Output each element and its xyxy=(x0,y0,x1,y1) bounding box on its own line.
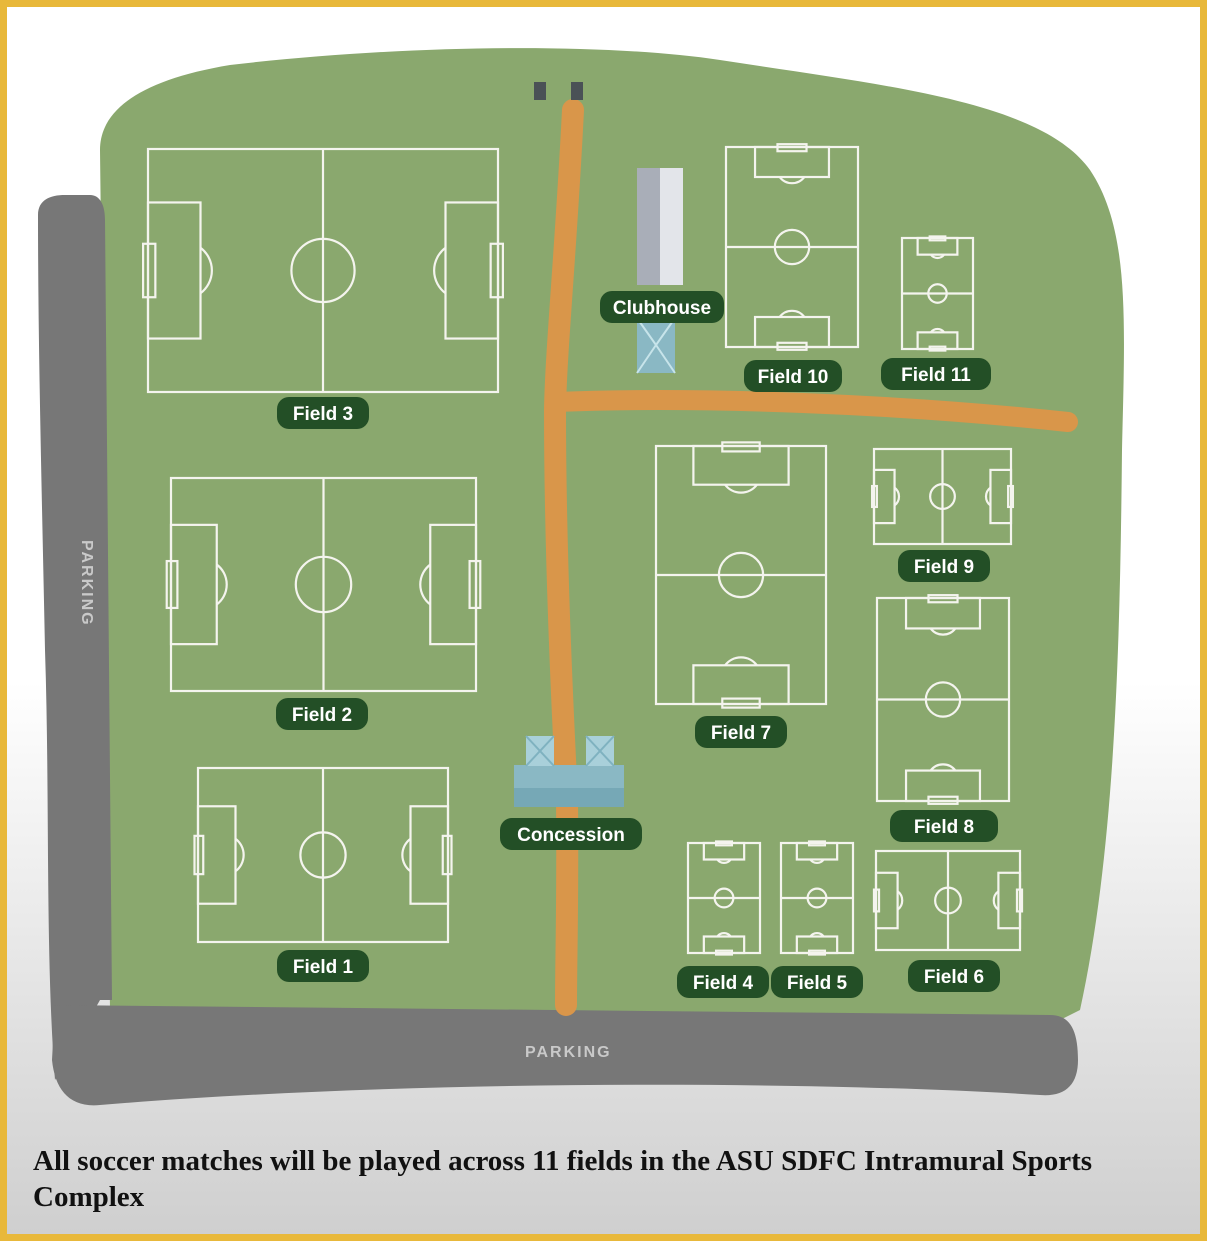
entrance-post-left xyxy=(534,82,546,100)
field-3-label-text: Field 3 xyxy=(293,404,353,425)
field-1-label-text: Field 1 xyxy=(293,957,354,978)
parking-left-label: PARKING xyxy=(78,540,95,627)
field-9-label: Field 9 xyxy=(898,550,990,582)
complex-map: PARKING PARKING Clubhouse Concessi xyxy=(38,48,1124,1106)
field-1[interactable]: Field 1 xyxy=(193,766,453,982)
cross-path xyxy=(545,390,1078,432)
field-10-label-text: Field 10 xyxy=(758,367,829,388)
field-6[interactable]: Field 6 xyxy=(872,849,1024,992)
field-7-pitch xyxy=(654,441,828,709)
field-2[interactable]: Field 2 xyxy=(165,476,482,730)
field-8[interactable]: Field 8 xyxy=(875,594,1011,842)
field-10-label: Field 10 xyxy=(744,360,842,392)
field-6-pitch xyxy=(872,849,1024,952)
field-4[interactable]: Field 4 xyxy=(677,840,769,998)
concession-label: Concession xyxy=(500,818,642,850)
map-caption: All soccer matches will be played across… xyxy=(33,1145,1093,1213)
field-10-pitch xyxy=(724,143,860,351)
field-3-pitch xyxy=(142,147,504,394)
field-8-label: Field 8 xyxy=(890,810,998,842)
field-9-pitch xyxy=(870,447,1015,546)
field-2-label-text: Field 2 xyxy=(292,705,352,726)
main-path xyxy=(543,99,584,1016)
field-5-label-text: Field 5 xyxy=(787,973,848,994)
grass-area xyxy=(100,48,1124,1021)
field-4-pitch xyxy=(686,840,762,956)
field-8-label-text: Field 8 xyxy=(914,817,974,838)
field-6-label-text: Field 6 xyxy=(924,967,984,988)
entrance-post-right xyxy=(571,82,583,100)
field-4-label-text: Field 4 xyxy=(693,973,754,994)
field-5-label: Field 5 xyxy=(771,966,863,998)
clubhouse-building xyxy=(636,168,683,374)
field-7-label: Field 7 xyxy=(695,716,787,748)
field-6-label: Field 6 xyxy=(908,960,1000,992)
field-11-label: Field 11 xyxy=(881,358,991,390)
field-2-label: Field 2 xyxy=(276,698,368,730)
field-3[interactable]: Field 3 xyxy=(142,147,504,429)
concession-building xyxy=(514,735,624,807)
field-7[interactable]: Field 7 xyxy=(654,441,828,748)
field-5-pitch xyxy=(779,840,855,956)
field-1-pitch xyxy=(193,766,453,944)
field-10[interactable]: Field 10 xyxy=(724,143,860,392)
clubhouse-label-text: Clubhouse xyxy=(613,298,711,319)
parking-left xyxy=(38,195,112,1080)
parking-bottom-label: PARKING xyxy=(525,1044,612,1061)
field-7-label-text: Field 7 xyxy=(711,723,771,744)
parking-bottom xyxy=(52,1005,1078,1106)
field-3-label: Field 3 xyxy=(277,397,369,429)
clubhouse-label: Clubhouse xyxy=(600,291,724,323)
field-8-pitch xyxy=(875,594,1011,805)
fields-layer: Field 1 Field 2 Field 3 Field 4 Field 5 Field… xyxy=(142,143,1024,998)
field-11-pitch xyxy=(900,235,975,352)
field-9-label-text: Field 9 xyxy=(914,557,974,578)
field-11-label-text: Field 11 xyxy=(901,365,971,386)
field-2-pitch xyxy=(165,476,482,693)
field-4-label: Field 4 xyxy=(677,966,769,998)
field-9[interactable]: Field 9 xyxy=(870,447,1015,582)
field-5[interactable]: Field 5 xyxy=(771,840,863,998)
field-11[interactable]: Field 11 xyxy=(881,235,991,390)
concession-label-text: Concession xyxy=(517,825,625,846)
field-1-label: Field 1 xyxy=(277,950,369,982)
